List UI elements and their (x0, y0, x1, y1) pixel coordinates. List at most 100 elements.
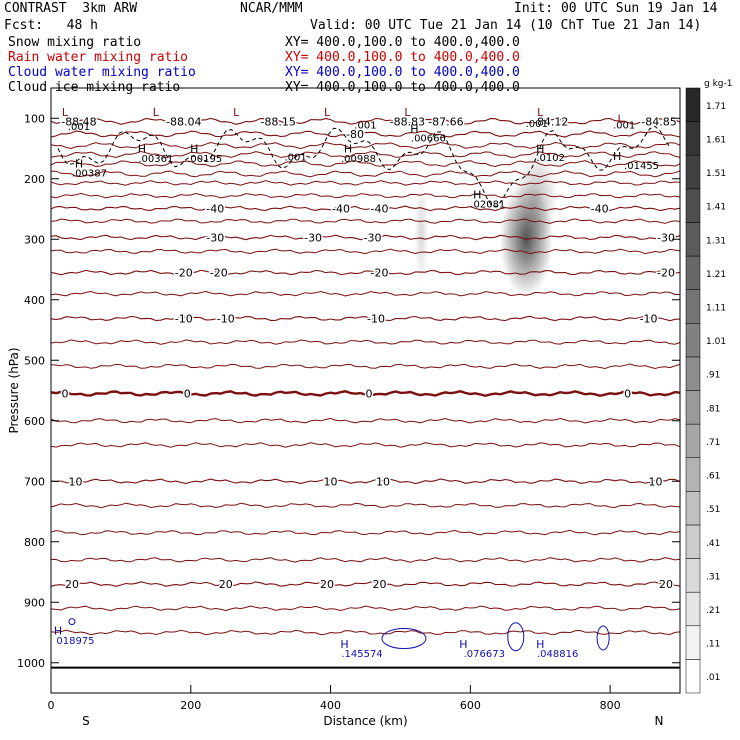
temperature-contour-label: 0 (61, 388, 68, 401)
y-tick-label: 500 (24, 354, 45, 367)
temperature-contour-label: -87.66 (428, 115, 463, 128)
temperature-contour (50, 557, 681, 563)
cloud-water-label: .076673 (464, 649, 505, 660)
temperature-contour (50, 502, 681, 509)
y-tick-label: 900 (24, 596, 45, 609)
colorbar-level-label: 1.71 (706, 102, 726, 112)
colorbar-level-label: 1.21 (706, 270, 726, 280)
low-marker: L (404, 106, 411, 119)
cloud-ice-layer: .001 .001 .001 .001 .00361 .00195 .001 .00988 .0… (54, 106, 671, 651)
colorbar-level-label: .61 (706, 472, 720, 482)
temperature-contour-label: -84.12 (533, 115, 568, 128)
temperature-contour (50, 442, 681, 448)
low-marker: L (233, 106, 240, 119)
colorbar-level-label: .31 (706, 572, 720, 582)
field-xy-snow: XY= 400.0,100.0 to 400.0,400.0 (285, 35, 520, 50)
temperature-contour-label: 20 (659, 578, 673, 591)
low-marker: L (153, 106, 160, 119)
temperature-contour (50, 150, 681, 159)
temperature-contour-label: -40 (591, 202, 609, 215)
field-xy-rain: XY= 400.0,100.0 to 400.0,400.0 (285, 50, 520, 65)
cloud-ice-label: .001 (526, 119, 548, 130)
temperature-contour (50, 160, 681, 168)
snow-plume (515, 148, 558, 246)
temperature-contour (50, 170, 681, 178)
y-tick-label: 400 (24, 294, 45, 307)
temperature-contour-label: 0 (365, 388, 372, 401)
x-tick-label: 200 (180, 699, 201, 712)
temperature-contour (50, 180, 681, 186)
cloud-ice-label: .00387 (72, 169, 107, 180)
colorbar-swatch (685, 423, 701, 458)
x-tick-label: 0 (48, 699, 55, 712)
field-label-snow: Snow mixing ratio (8, 35, 142, 50)
field-label-cloud-water: Cloud water mixing ratio (8, 65, 196, 80)
high-marker: H (190, 143, 198, 156)
temperature-contour (50, 629, 681, 636)
colorbar-swatch (685, 323, 701, 358)
low-marker: L (537, 106, 544, 119)
y-tick-label: 100 (24, 112, 45, 125)
x-tick-label: 800 (600, 699, 621, 712)
valid-time: Valid: 00 UTC Tue 21 Jan 14 (10 ChT Tue … (310, 18, 702, 33)
colorbar-swatch (685, 591, 701, 627)
y-axis-label: Pressure (hPa) (7, 347, 21, 433)
field-label-rain: Rain water mixing ratio (8, 50, 189, 65)
cloud-ice-contour (57, 125, 671, 208)
temperature-contour (50, 130, 681, 138)
colorbar-swatch (685, 289, 701, 324)
cloud-ice-label: .0102 (536, 153, 565, 164)
cloud-water-label: .145574 (341, 649, 382, 660)
x-tick-label: 600 (460, 699, 481, 712)
colorbar-level-label: .51 (706, 505, 720, 515)
low-marker: L (62, 106, 69, 119)
colorbar-level-label: .91 (706, 371, 720, 381)
temperature-contour-label: -10 (175, 313, 193, 326)
temperature-contour-label: -10 (217, 313, 235, 326)
temperature-contour-label: -30 (206, 231, 224, 244)
temperature-contour-label: 10 (68, 475, 82, 488)
colorbar-swatch (685, 121, 701, 156)
temperature-contour (50, 234, 681, 241)
cloud-ice-label: .00988 (341, 154, 376, 165)
temperature-contour (50, 315, 681, 322)
y-tick-label: 200 (24, 173, 45, 186)
temperature-contour (50, 117, 681, 125)
temperature-contour-label: -30 (657, 231, 675, 244)
cloud-ice-label: .001 (613, 120, 635, 131)
x-axis-label: Distance (km) (323, 714, 407, 728)
temperature-contour-label: -88.15 (260, 115, 295, 128)
temperature-contour (50, 363, 681, 370)
cloud-water-layer: 018975 .145574 .076673 .048816 (56, 618, 610, 660)
colorbar-swatch (685, 457, 701, 492)
temperature-contour-label: -20 (657, 267, 675, 280)
colorbar-level-label: 1.31 (706, 236, 726, 246)
cloud-water-label: 018975 (56, 636, 94, 647)
temperature-contour-label: -30 (364, 231, 382, 244)
high-marker: H (54, 625, 62, 638)
colorbar-level-label: .41 (706, 539, 720, 549)
temperature-contour (50, 417, 681, 424)
temperature-contour-label: 0 (184, 388, 191, 401)
y-tick-label: 1000 (17, 657, 45, 670)
cloud-water-contour (381, 628, 427, 650)
high-marker: H (344, 143, 352, 156)
colorbar-level-label: 1.61 (706, 135, 726, 145)
high-marker: H (340, 638, 348, 651)
colorbar-swatch (685, 188, 701, 223)
forecast-hour: Fcst: 48 h (4, 18, 98, 33)
cloud-water-contour (68, 618, 76, 626)
temperature-contour (50, 478, 681, 485)
cloud-ice-label: .00361 (138, 154, 173, 165)
colorbar-level-label: 1.41 (706, 203, 726, 213)
colorbar-swatch (685, 659, 701, 694)
high-marker: H (613, 150, 621, 163)
center-title: NCAR/MMM (240, 1, 303, 16)
field-xy-cloud-water: XY= 400.0,100.0 to 400.0,400.0 (285, 65, 520, 80)
high-marker: H (138, 143, 146, 156)
temperature-contour-label: 10 (324, 475, 338, 488)
colorbar-unit: g kg-1 (704, 79, 732, 89)
colorbar-swatch (685, 491, 701, 526)
high-marker: H (536, 638, 544, 651)
